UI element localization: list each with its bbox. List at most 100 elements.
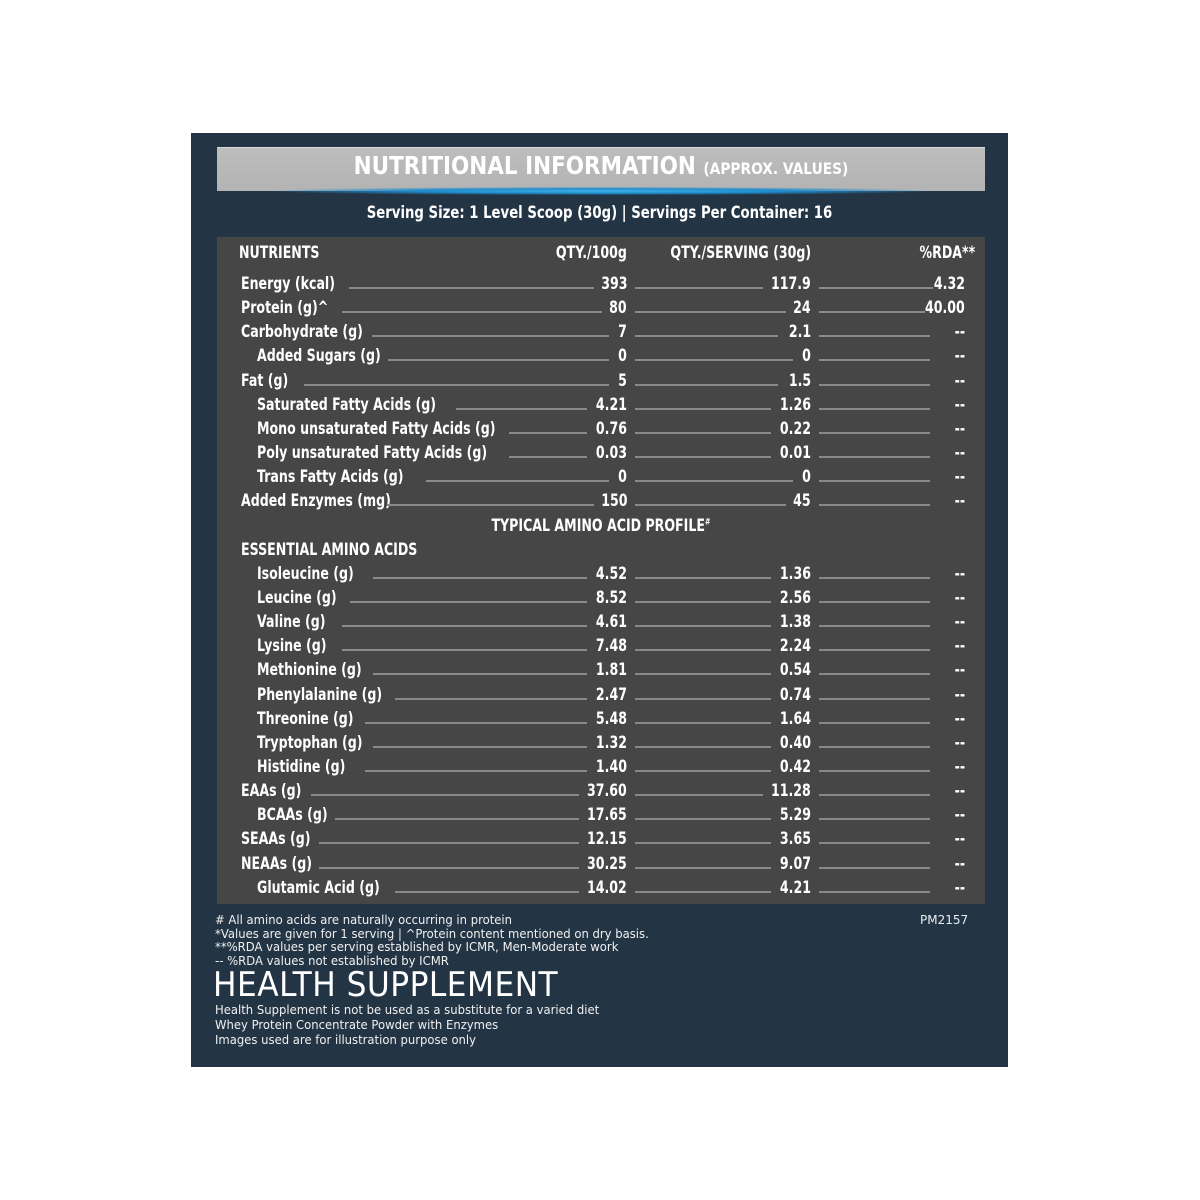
banner-glow (277, 187, 925, 195)
qty-per-100g: 1.32 (595, 732, 627, 753)
nutrient-name: Saturated Fatty Acids (g) (257, 394, 436, 415)
qty-per-serving: 0.42 (779, 757, 811, 777)
qty-per-100g: 1.81 (595, 660, 627, 681)
essential-amino-text: ESSENTIAL AMINO ACIDS (241, 539, 418, 560)
qty-per-100g: 0 (618, 467, 627, 488)
qty-per-100g: 0.76 (595, 418, 627, 439)
dot-leader (819, 431, 930, 434)
rda-value: -- (954, 708, 965, 729)
qty-per-serving: 0.22 (779, 418, 811, 439)
dot-leader (635, 407, 771, 410)
dot-leader (635, 866, 771, 869)
dot-leader (635, 431, 771, 434)
title-banner: NUTRITIONAL INFORMATION (APPROX. VALUES) (217, 147, 985, 195)
banner-title: NUTRITIONAL INFORMATION (APPROX. VALUES) (271, 151, 931, 180)
dot-leader (342, 649, 587, 652)
dot-leader (635, 625, 771, 628)
nutrient-name: Isoleucine (g) (257, 563, 354, 584)
qty-per-serving: 11.28 (771, 781, 811, 802)
dot-leader (635, 794, 764, 797)
table-row: Added Sugars (g) 0 0 -- (217, 344, 985, 368)
dot-leader (635, 359, 794, 362)
nutrition-table: NUTRIENTS QTY./100g QTY./SERVING (30g) %RDA… (217, 237, 985, 904)
dot-leader (635, 311, 786, 314)
essential-amino-title: ESSENTIAL AMINO ACIDS (217, 538, 985, 562)
qty-per-100g: 12.15 (587, 829, 627, 850)
qty-per-100g: 0.03 (595, 443, 627, 464)
dot-leader (365, 770, 587, 772)
health-supplement-notes: Health Supplement is not be used as a su… (215, 1002, 599, 1047)
table-row: Methionine (g) 1.81 0.54 -- (217, 658, 985, 682)
dot-leader (819, 770, 930, 772)
dot-leader (635, 673, 771, 676)
dot-leader (342, 625, 587, 628)
dot-leader (819, 359, 930, 362)
qty-per-100g: 30.25 (587, 853, 627, 874)
dot-leader (371, 335, 610, 338)
rda-value: -- (954, 322, 965, 343)
qty-per-100g: 8.52 (595, 587, 627, 608)
dot-leader (635, 456, 771, 459)
qty-per-100g: 393 (600, 274, 627, 294)
qty-per-serving: 24 (793, 298, 811, 319)
dot-leader (635, 287, 764, 289)
nutrient-name: Leucine (g) (257, 587, 337, 608)
nutrient-name: Lysine (g) (257, 636, 327, 657)
dot-leader (318, 842, 580, 845)
dot-leader (819, 456, 930, 459)
nutrition-panel: NUTRITIONAL INFORMATION (APPROX. VALUES)… (191, 133, 1008, 1067)
rda-value: -- (954, 660, 965, 681)
table-row: Protein (g)^ 80 24 40.00 (217, 296, 985, 320)
nutrient-name: Added Sugars (g) (257, 346, 381, 367)
qty-per-serving: 2.56 (779, 587, 811, 608)
table-row: SEAAs (g) 12.15 3.65 -- (217, 827, 985, 851)
table-row: Trans Fatty Acids (g) 0 0 -- (217, 465, 985, 489)
rda-value: -- (954, 757, 965, 777)
rda-value: -- (954, 443, 965, 464)
qty-per-serving: 1.64 (779, 708, 811, 729)
nutrient-name: Poly unsaturated Fatty Acids (g) (257, 443, 488, 464)
rda-value: -- (954, 877, 965, 898)
qty-per-100g: 4.61 (595, 612, 627, 633)
qty-per-serving: 0 (802, 467, 811, 488)
dot-leader (395, 697, 587, 700)
header-nutrients: NUTRIENTS (239, 243, 320, 263)
dot-leader (372, 745, 587, 748)
rda-value: -- (954, 684, 965, 705)
table-row: Mono unsaturated Fatty Acids (g) 0.76 0.22… (217, 417, 985, 441)
footnote-line: # All amino acids are naturally occurrin… (215, 912, 513, 927)
dot-leader (819, 890, 930, 893)
qty-per-serving: 0 (802, 346, 811, 367)
dot-leader (819, 383, 930, 386)
dot-leader (372, 673, 587, 676)
table-row: Saturated Fatty Acids (g) 4.21 1.26 -- (217, 393, 985, 417)
table-row: Energy (kcal) 393 117.9 4.32 (217, 272, 985, 296)
table-row: Isoleucine (g) 4.52 1.36 -- (217, 562, 985, 586)
qty-per-serving: 9.07 (779, 853, 811, 874)
nutrient-name: Mono unsaturated Fatty Acids (g) (257, 418, 496, 439)
dot-leader (819, 407, 930, 410)
dot-leader (635, 576, 771, 579)
nutrient-name: Glutamic Acid (g) (257, 877, 380, 898)
nutrient-name: Carbohydrate (g) (241, 322, 363, 343)
dot-leader (635, 697, 771, 700)
dot-leader (349, 287, 595, 289)
rda-value: -- (954, 418, 965, 439)
dot-leader (350, 600, 587, 603)
qty-per-serving: 117.9 (771, 274, 811, 294)
table-row: Poly unsaturated Fatty Acids (g) 0.03 0.01… (217, 441, 985, 465)
table-row: Histidine (g) 1.40 0.42 -- (217, 755, 985, 779)
dot-leader (311, 794, 580, 797)
nutrient-name: Protein (g)^ (241, 298, 329, 319)
qty-per-serving: 4.21 (779, 877, 811, 898)
dot-leader (819, 576, 930, 579)
qty-per-serving: 3.65 (779, 829, 811, 850)
qty-per-serving: 1.5 (788, 370, 811, 391)
table-row: Carbohydrate (g) 7 2.1 -- (217, 320, 985, 344)
dot-leader (819, 287, 933, 289)
nutrient-name: Threonine (g) (257, 708, 354, 729)
rda-value: -- (954, 346, 965, 367)
qty-per-100g: 7 (618, 322, 627, 343)
table-row: Threonine (g) 5.48 1.64 -- (217, 707, 985, 731)
qty-per-100g: 80 (609, 298, 627, 319)
